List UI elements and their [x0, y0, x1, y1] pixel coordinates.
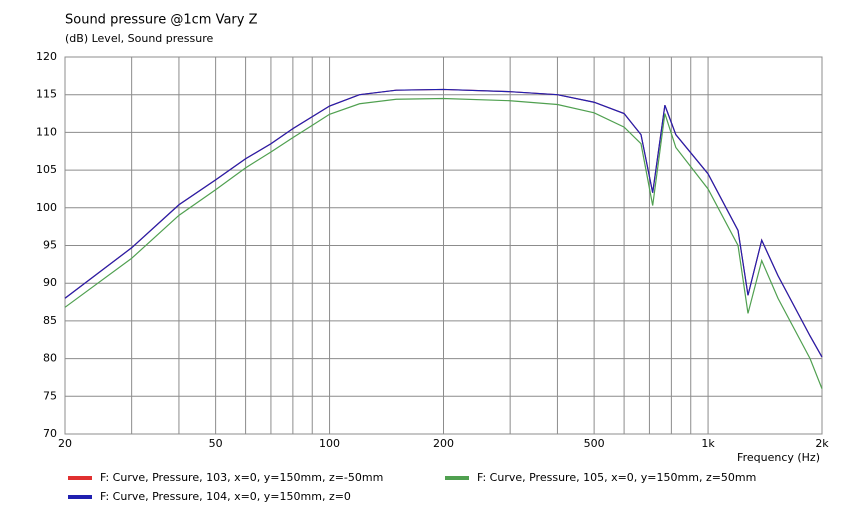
legend-label: F: Curve, Pressure, 103, x=0, y=150mm, z…: [100, 471, 383, 484]
y-tick-label: 80: [43, 352, 57, 365]
x-tick-label: 200: [433, 437, 454, 450]
series-line: [64, 97, 823, 389]
y-tick-label: 90: [43, 276, 57, 289]
x-tick-label: 20: [58, 437, 72, 450]
y-tick-label: 100: [36, 201, 57, 214]
chart-subtitle: (dB) Level, Sound pressure: [65, 32, 214, 45]
y-tick-label: 75: [43, 389, 57, 402]
legend-label: F: Curve, Pressure, 105, x=0, y=150mm, z…: [477, 471, 756, 484]
y-tick-label: 115: [36, 88, 57, 101]
series-line: [64, 88, 823, 358]
x-tick-label: 500: [584, 437, 605, 450]
x-tick-label: 100: [319, 437, 340, 450]
y-tick-label: 95: [43, 239, 57, 252]
x-tick-label: 1k: [701, 437, 715, 450]
y-tick-label: 120: [36, 50, 57, 63]
legend-label: F: Curve, Pressure, 104, x=0, y=150mm, z…: [100, 490, 351, 503]
x-tick-label: 2k: [815, 437, 829, 450]
x-tick-label: 50: [209, 437, 223, 450]
y-tick-label: 105: [36, 163, 57, 176]
y-tick-label: 85: [43, 314, 57, 327]
chart-title: Sound pressure @1cm Vary Z: [65, 13, 258, 28]
y-tick-label: 110: [36, 125, 57, 138]
x-axis-label: Frequency (Hz): [737, 451, 820, 464]
y-tick-label: 70: [43, 427, 57, 440]
